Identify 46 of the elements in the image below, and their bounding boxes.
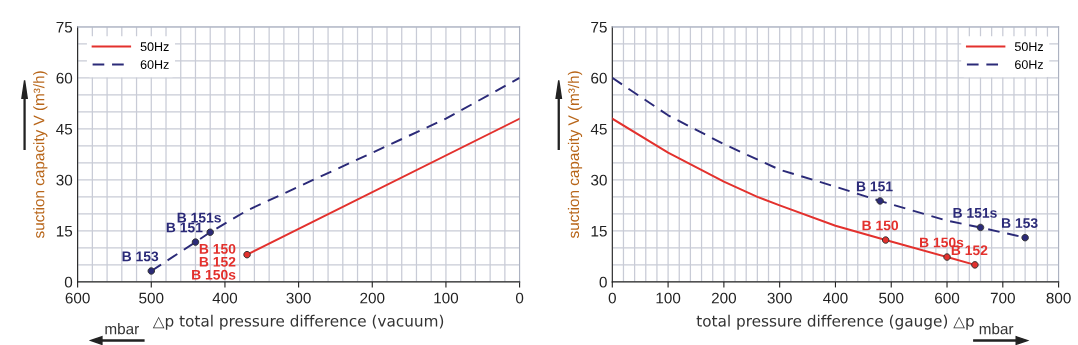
x-tick-label: 400 xyxy=(823,292,848,304)
x-tick-label: 500 xyxy=(879,292,904,304)
y-tick-label: 75 xyxy=(56,21,73,33)
x-axis-title: △p total pressure difference (vacuum) xyxy=(152,314,444,330)
x-tick-label: 800 xyxy=(1046,292,1071,304)
y-tick-label: 0 xyxy=(599,276,607,288)
annotation: B 151s xyxy=(953,208,997,218)
y-tick-label: 0 xyxy=(64,276,73,288)
annotation: B 151 xyxy=(856,181,893,192)
y-tick-label: 45 xyxy=(56,123,73,135)
x-tick-label: 400 xyxy=(212,292,238,304)
legend-label: 60Hz xyxy=(1015,60,1043,69)
y-tick-label: 45 xyxy=(590,123,607,135)
annotation: B 151 xyxy=(166,222,203,233)
annotation: B 151s xyxy=(177,212,221,223)
y-tick-label: 75 xyxy=(591,21,607,33)
x-axis-title: total pressure difference (gauge) △p xyxy=(696,314,974,330)
annotation: B 150 xyxy=(862,220,899,231)
legend-label: 50Hz xyxy=(1014,42,1043,52)
y-tick-label: 60 xyxy=(56,72,73,84)
y-axis-title: suction capacity V (m³/h) xyxy=(567,71,583,239)
text: mbar xyxy=(979,323,1014,335)
y-tick-label: 30 xyxy=(56,174,73,186)
y-axis-title: suction capacity V (m³/h) xyxy=(33,71,48,239)
x-tick-label: 600 xyxy=(65,292,90,304)
x-tick-label: 300 xyxy=(767,292,792,304)
x-tick-label: 500 xyxy=(139,292,164,304)
legend-label: 50Hz xyxy=(140,42,169,52)
text: mbar xyxy=(105,323,139,335)
legend-label: 60Hz xyxy=(140,60,169,69)
x-tick-label: 100 xyxy=(434,292,459,304)
x-tick-label: 200 xyxy=(711,292,737,304)
y-tick-label: 15 xyxy=(591,225,607,237)
x-tick-label: 200 xyxy=(360,292,385,304)
x-tick-label: 100 xyxy=(656,292,681,304)
annotation: B 150 B 152 B 150s xyxy=(192,243,236,280)
y-tick-label: 60 xyxy=(591,72,607,84)
y-tick-label: 15 xyxy=(56,225,73,237)
x-tick-label: 0 xyxy=(515,292,524,304)
annotation: B 153 xyxy=(1001,218,1038,228)
y-tick-label: 30 xyxy=(591,174,607,186)
x-tick-label: 0 xyxy=(608,292,616,304)
annotation: B 153 xyxy=(122,251,159,262)
x-tick-label: 600 xyxy=(935,292,960,304)
x-tick-label: 700 xyxy=(990,292,1015,304)
x-tick-label: 300 xyxy=(286,292,311,304)
